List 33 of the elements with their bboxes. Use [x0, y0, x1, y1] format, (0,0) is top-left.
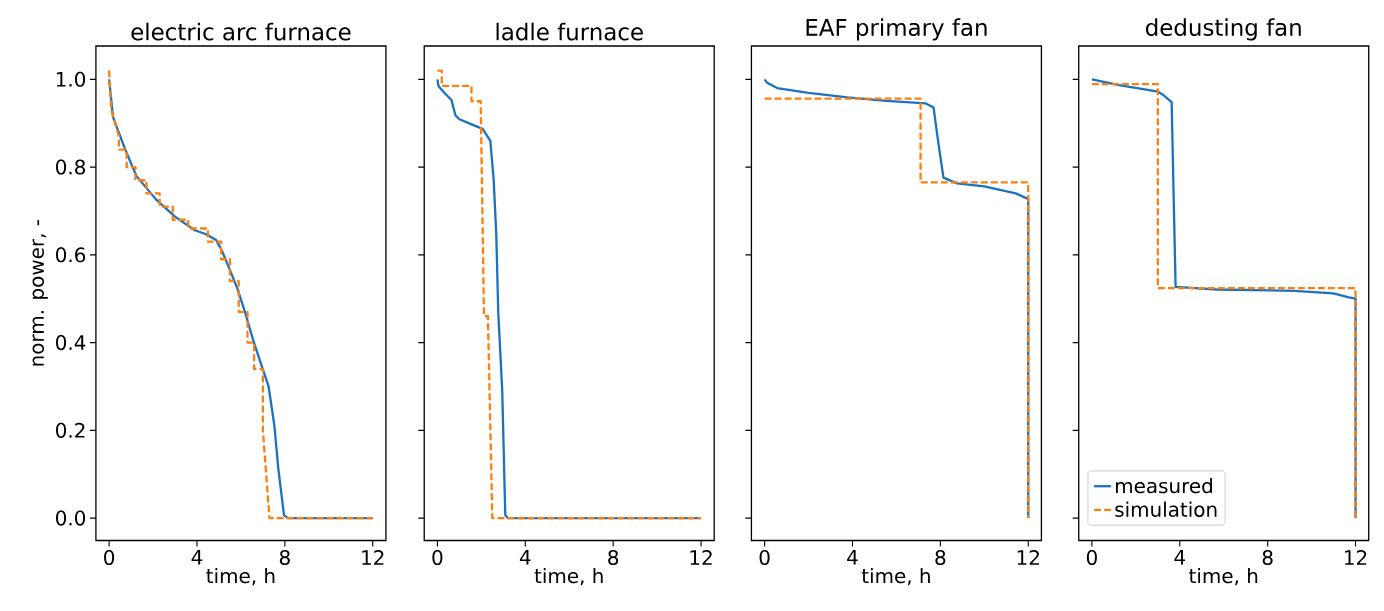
y-tick-label: 0.8 [56, 159, 86, 175]
chart-title: dedusting fan [1145, 18, 1301, 41]
x-tick-label: 8 [279, 550, 290, 566]
x-tick-label: 4 [847, 550, 858, 565]
legend-label: measured [1116, 477, 1212, 494]
legend-label: simulation [1115, 501, 1217, 517]
x-axis-title: time, h [206, 567, 275, 586]
y-tick-label: 0.0 [56, 510, 86, 526]
y-tick-label: 0.2 [56, 422, 85, 438]
y-tick-label: 0.6 [56, 247, 86, 263]
x-tick-label: 12 [1017, 550, 1039, 565]
x-tick-label: 4 [191, 550, 203, 565]
x-tick-label: 8 [935, 550, 946, 566]
x-axis-title: time, h [861, 567, 930, 586]
x-tick-label: 0 [1086, 550, 1097, 566]
x-tick-label: 12 [1345, 550, 1367, 565]
chart-title: electric arc furnace [131, 22, 351, 41]
x-tick-label: 0 [104, 550, 115, 566]
x-axis-title: time, h [534, 567, 603, 586]
y-tick-label: 1.0 [56, 71, 86, 87]
x-axis-title: time, h [1189, 567, 1258, 586]
x-tick-label: 12 [690, 550, 712, 565]
x-tick-label: 12 [362, 550, 384, 565]
y-tick-label: 0.4 [56, 335, 86, 351]
y-axis-title: norm. power, - [32, 220, 48, 366]
x-tick-label: 4 [519, 550, 531, 565]
chart-title: ladle furnace [496, 22, 643, 41]
x-tick-label: 4 [1174, 550, 1186, 565]
x-tick-label: 0 [432, 550, 443, 566]
x-tick-label: 8 [1262, 550, 1273, 566]
chart-title: EAF primary fan [806, 18, 987, 41]
x-tick-label: 8 [608, 550, 619, 566]
x-tick-label: 0 [759, 550, 770, 566]
